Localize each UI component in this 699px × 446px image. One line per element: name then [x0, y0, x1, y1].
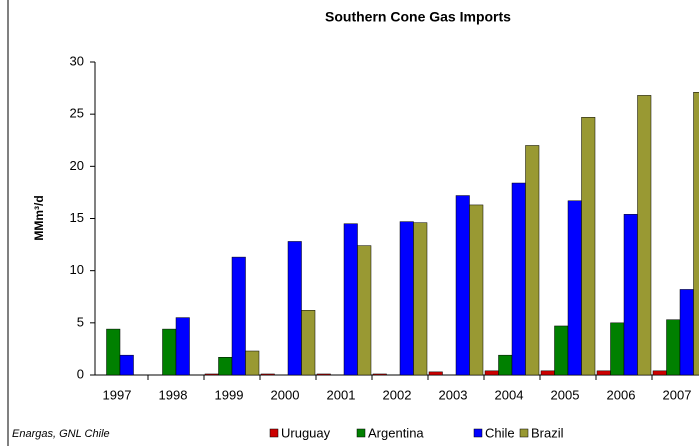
legend-swatch — [519, 428, 529, 438]
bar — [652, 370, 667, 376]
legend-swatch — [473, 428, 483, 438]
bar — [231, 256, 246, 376]
bar — [316, 373, 331, 376]
bar — [666, 319, 681, 376]
bar — [567, 200, 582, 376]
bar — [357, 245, 372, 376]
legend-label: Brazil — [531, 425, 564, 440]
x-tick-label: 1999 — [215, 387, 244, 402]
y-tick-label: 25 — [70, 106, 84, 121]
bar — [119, 354, 134, 376]
bar — [596, 370, 611, 376]
bar — [484, 370, 499, 376]
y-tick-label: 20 — [70, 158, 84, 173]
bar — [469, 204, 484, 376]
bar — [372, 373, 387, 376]
bar — [218, 357, 233, 376]
x-tick-label: 1997 — [103, 387, 132, 402]
bar — [428, 371, 443, 376]
x-tick-label: 2003 — [439, 387, 468, 402]
bar — [204, 373, 219, 376]
legend-swatch — [269, 428, 279, 438]
bar — [287, 241, 302, 376]
legend-label: Uruguay — [281, 425, 331, 440]
x-tick-label: 2007 — [663, 387, 692, 402]
bar — [540, 370, 555, 376]
bar — [498, 354, 513, 376]
legend-label: Argentina — [368, 425, 424, 440]
y-tick-label: 5 — [77, 314, 84, 329]
bar — [162, 328, 177, 376]
bar — [106, 328, 121, 376]
y-tick-label: 30 — [70, 53, 84, 68]
y-tick-label: 0 — [77, 366, 84, 381]
bar — [245, 350, 260, 376]
bar — [413, 222, 428, 376]
x-tick-label: 1998 — [159, 387, 188, 402]
y-tick-label: 15 — [70, 210, 84, 225]
bar — [511, 182, 526, 376]
bar — [399, 221, 414, 376]
x-tick-label: 2002 — [383, 387, 412, 402]
bar — [455, 195, 470, 376]
bar — [343, 223, 358, 376]
chart-title: Southern Cone Gas Imports — [325, 9, 511, 25]
bar — [637, 95, 652, 376]
bar — [260, 373, 275, 376]
bar — [301, 310, 316, 376]
bar — [693, 92, 699, 376]
legend-swatch — [356, 428, 366, 438]
x-tick-label: 2005 — [551, 387, 580, 402]
x-tick-label: 2000 — [271, 387, 300, 402]
bar — [581, 117, 596, 376]
y-axis-label: MMm³/d — [32, 195, 46, 240]
bar — [610, 322, 625, 376]
bar — [525, 145, 540, 376]
y-tick-label: 10 — [70, 262, 84, 277]
x-tick-label: 2001 — [327, 387, 356, 402]
bar — [679, 289, 694, 376]
bar — [554, 325, 569, 376]
bar — [175, 317, 190, 376]
bar — [623, 214, 638, 376]
source-note: Enargas, GNL Chile — [12, 428, 110, 440]
x-tick-label: 2006 — [607, 387, 636, 402]
legend-label: Chile — [485, 425, 515, 440]
x-tick-label: 2004 — [495, 387, 524, 402]
